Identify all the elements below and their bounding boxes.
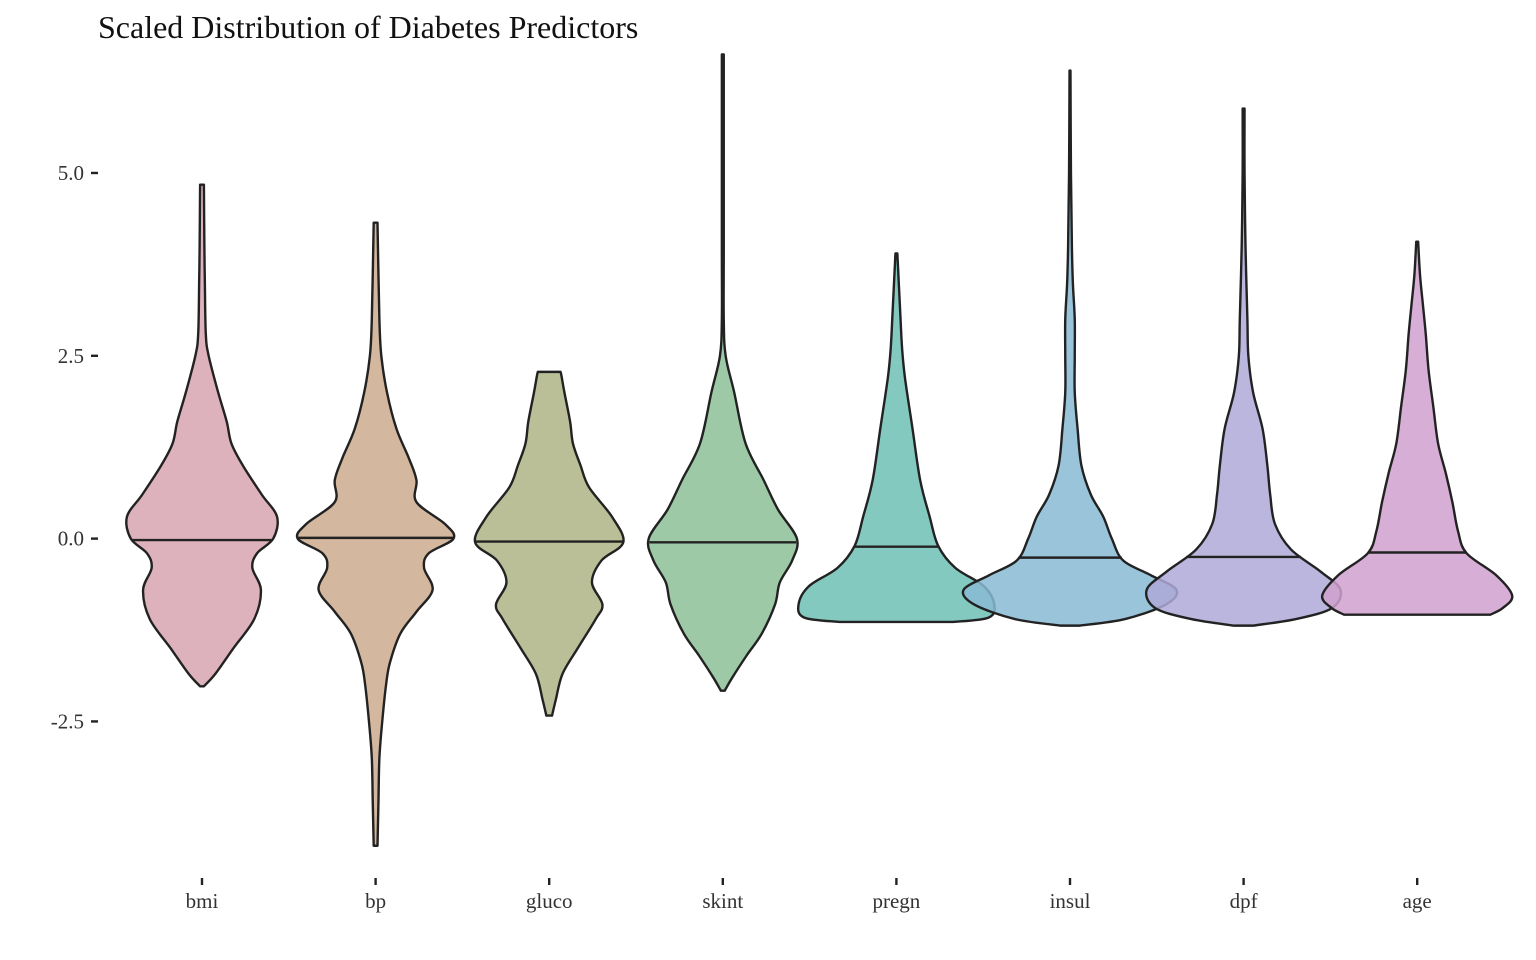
violin-insul <box>961 69 1179 627</box>
x-tick-label-insul: insul <box>1050 889 1091 913</box>
violin-shape-dpf <box>1144 107 1343 627</box>
violin-bmi <box>125 183 279 688</box>
violin-dpf <box>1144 107 1343 627</box>
violin-shape-skint <box>646 53 799 692</box>
x-tick-label-skint: skint <box>702 889 743 913</box>
violin-shape-age <box>1320 240 1514 616</box>
y-axis: -2.5 0.0 2.5 5.0 <box>51 161 98 733</box>
y-tick-label: -2.5 <box>51 709 84 733</box>
violin-shape-bmi <box>125 183 279 688</box>
violin-bp <box>295 221 456 847</box>
violin-skint <box>646 53 799 692</box>
x-tick-label-dpf: dpf <box>1230 889 1258 913</box>
violin-age <box>1320 240 1514 616</box>
violin-gluco <box>473 370 625 717</box>
x-axis: bmi bp gluco skint pregn insul dpf age <box>186 878 1432 913</box>
x-tick-label-age: age <box>1403 889 1432 913</box>
y-tick-label: 0.0 <box>58 527 84 551</box>
y-tick-label: 2.5 <box>58 344 84 368</box>
x-tick-label-bmi: bmi <box>186 889 219 913</box>
chart-title: Scaled Distribution of Diabetes Predicto… <box>98 9 638 45</box>
violin-shape-gluco <box>473 370 625 717</box>
violin-group <box>125 53 1514 847</box>
x-tick-label-gluco: gluco <box>526 889 573 913</box>
x-tick-label-pregn: pregn <box>872 889 920 913</box>
violin-shape-insul <box>961 69 1179 627</box>
violin-pregn <box>796 252 996 624</box>
violin-shape-bp <box>295 221 456 847</box>
x-tick-label-bp: bp <box>365 889 386 913</box>
y-tick-label: 5.0 <box>58 161 84 185</box>
violin-shape-pregn <box>796 252 996 624</box>
